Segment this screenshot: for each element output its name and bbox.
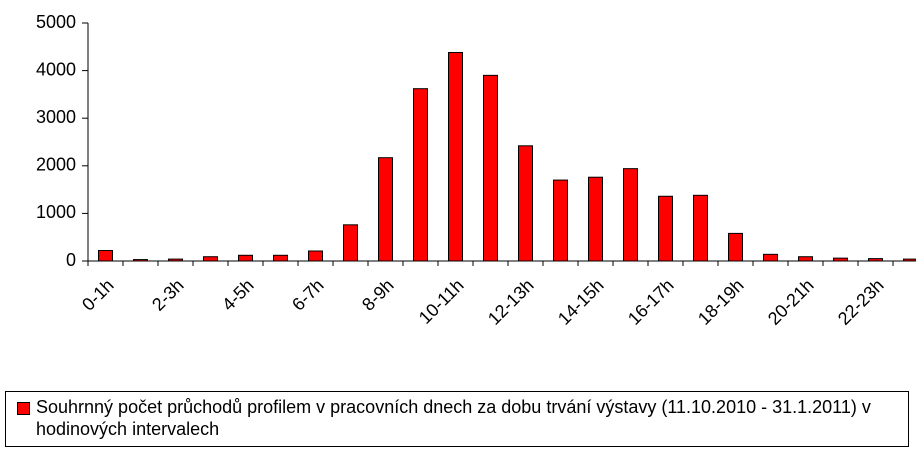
x-tick-label: 16-17h xyxy=(624,275,678,329)
bar xyxy=(378,157,393,262)
y-tick-label: 2000 xyxy=(36,155,76,175)
bar xyxy=(693,194,708,262)
bar xyxy=(203,256,218,262)
y-tick-label: 0 xyxy=(66,250,76,270)
x-tick-label: 14-15h xyxy=(554,275,608,329)
x-tick-label: 20-21h xyxy=(764,275,818,329)
x-tick-label: 22-23h xyxy=(834,275,888,329)
x-tick-label: 4-5h xyxy=(218,275,258,315)
legend-label: Souhrnný počet průchodů profilem v praco… xyxy=(36,397,871,439)
x-tick-label: 12-13h xyxy=(484,275,538,329)
bar xyxy=(133,259,148,262)
bar xyxy=(168,258,183,262)
bar xyxy=(728,232,743,262)
legend: Souhrnný počet průchodů profilem v praco… xyxy=(5,391,909,447)
x-tick-label: 0-1h xyxy=(78,275,118,315)
bar xyxy=(343,224,358,262)
bar xyxy=(588,176,603,262)
legend-swatch xyxy=(17,402,30,415)
bar xyxy=(903,258,916,262)
x-tick-label: 18-19h xyxy=(694,275,748,329)
chart: 0 1000 2000 3000 4000 5000 0-1h 2-3h 4-5h 6-7h 8-9… xyxy=(36,12,916,329)
bar xyxy=(308,250,323,262)
bar xyxy=(413,88,428,262)
x-tick-label: 8-9h xyxy=(358,275,398,315)
bar xyxy=(553,179,568,262)
bar xyxy=(623,168,638,262)
y-tick-label: 1000 xyxy=(36,202,76,222)
y-tick-label: 4000 xyxy=(36,59,76,79)
x-tick-label: 6-7h xyxy=(288,275,328,315)
bar xyxy=(518,145,533,262)
bar xyxy=(273,254,288,262)
bar xyxy=(98,250,113,262)
bar xyxy=(833,257,848,262)
bar xyxy=(658,195,673,262)
y-tick-label: 3000 xyxy=(36,107,76,127)
bar xyxy=(763,253,778,262)
x-tick-label: 2-3h xyxy=(148,275,188,315)
y-tick-label: 5000 xyxy=(36,12,76,32)
bar xyxy=(448,52,463,262)
x-tick-label: 10-11h xyxy=(415,275,468,328)
bar xyxy=(798,256,813,262)
bar xyxy=(868,258,883,262)
bar xyxy=(483,74,498,262)
bar xyxy=(238,254,253,262)
